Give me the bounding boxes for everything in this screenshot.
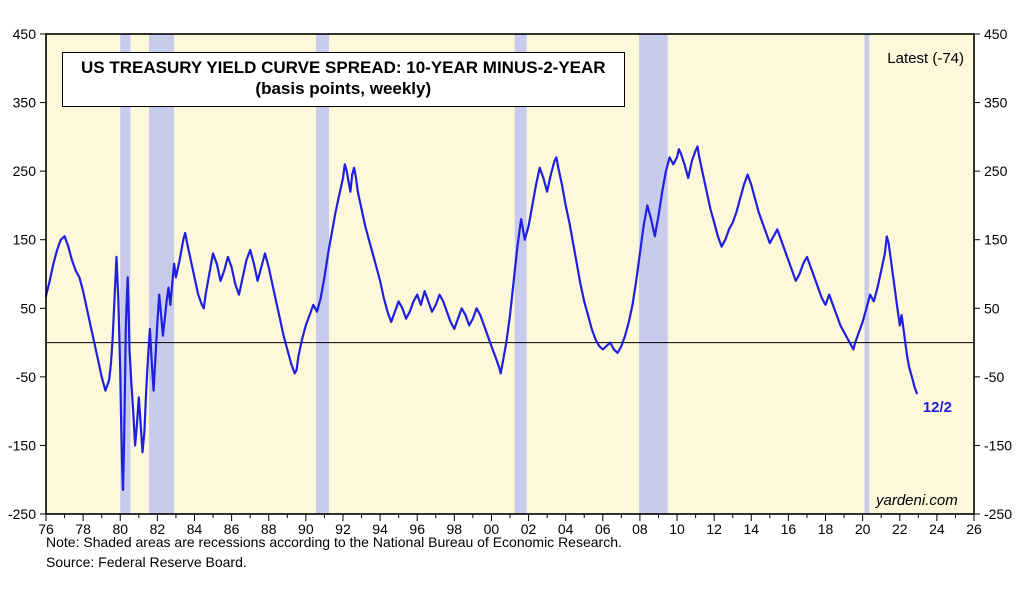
svg-text:24: 24	[929, 521, 945, 537]
svg-text:50: 50	[984, 300, 1000, 316]
svg-text:450: 450	[13, 26, 37, 42]
svg-text:-250: -250	[8, 506, 36, 522]
svg-text:250: 250	[984, 163, 1008, 179]
svg-text:250: 250	[13, 163, 37, 179]
svg-text:-50: -50	[16, 369, 36, 385]
latest-value-label: Latest (-74)	[887, 50, 964, 67]
svg-text:18: 18	[818, 521, 834, 537]
chart-source: Source: Federal Reserve Board.	[46, 554, 247, 570]
svg-text:20: 20	[855, 521, 871, 537]
chart-title-line2: (basis points, weekly)	[81, 78, 606, 99]
svg-text:350: 350	[13, 95, 37, 111]
svg-text:08: 08	[632, 521, 648, 537]
svg-text:150: 150	[984, 232, 1008, 248]
svg-text:12: 12	[706, 521, 722, 537]
svg-text:14: 14	[743, 521, 759, 537]
yield-curve-chart: -250 -250 -150 -150 -50 -50 50 50 150 150 250 250 35…	[0, 0, 1024, 592]
svg-text:450: 450	[984, 26, 1008, 42]
svg-text:-150: -150	[8, 437, 36, 453]
chart-note: Note: Shaded areas are recessions accord…	[46, 534, 622, 550]
svg-text:150: 150	[13, 232, 37, 248]
svg-text:-50: -50	[984, 369, 1004, 385]
svg-text:16: 16	[781, 521, 797, 537]
svg-text:26: 26	[966, 521, 982, 537]
endpoint-date-label: 12/2	[923, 399, 952, 416]
chart-title-line1: US TREASURY YIELD CURVE SPREAD: 10-YEAR …	[81, 57, 606, 78]
svg-text:22: 22	[892, 521, 908, 537]
svg-text:-250: -250	[984, 506, 1012, 522]
svg-text:10: 10	[669, 521, 685, 537]
source-link-label: yardeni.com	[876, 492, 958, 509]
svg-text:-150: -150	[984, 437, 1012, 453]
svg-text:350: 350	[984, 95, 1008, 111]
svg-text:50: 50	[20, 300, 36, 316]
chart-title-box: US TREASURY YIELD CURVE SPREAD: 10-YEAR …	[62, 52, 625, 107]
